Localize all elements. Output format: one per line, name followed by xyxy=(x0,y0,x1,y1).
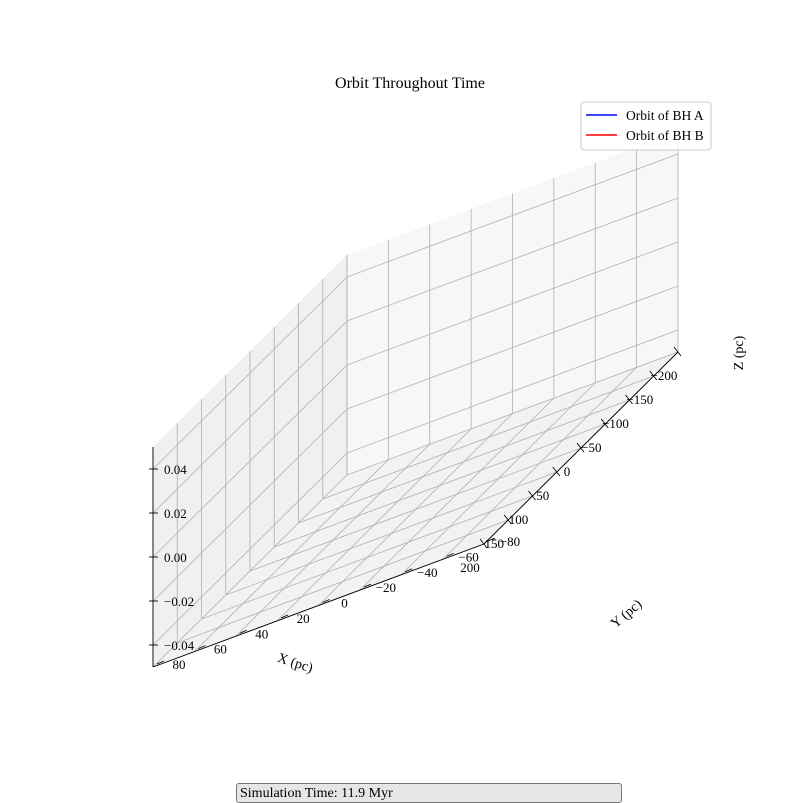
z-tick-label-4: 0.04 xyxy=(164,462,187,477)
x-tick-mark-1 xyxy=(649,370,658,381)
x-tick-label-0: −200 xyxy=(651,368,678,383)
x-tick-mark-6 xyxy=(528,490,536,501)
grid-lines xyxy=(152,132,679,668)
tick-labels: −200−150−100−50050100150200−80−60−40−200… xyxy=(164,368,677,672)
grid-z-left-1 xyxy=(346,285,679,410)
grid-y-floor-2 xyxy=(400,382,596,576)
x-axis-label: X (pc) xyxy=(276,651,315,677)
grid-z-left-2 xyxy=(346,241,679,366)
z-tick-label-0: −0.04 xyxy=(164,638,195,653)
legend-label-bh-b: Orbit of BH B xyxy=(626,128,704,143)
grid-y-floor-6 xyxy=(235,443,431,637)
x-tick-mark-5 xyxy=(552,466,561,477)
x-tick-label-7: 150 xyxy=(485,536,505,551)
z-tick-label-3: 0.02 xyxy=(164,506,187,521)
y-tick-label-5: 20 xyxy=(297,611,310,626)
grid-y-floor-4 xyxy=(318,413,513,606)
x-tick-label-3: −50 xyxy=(581,440,601,455)
y-tick-mark-7 xyxy=(198,645,206,650)
grid-y-floor-7 xyxy=(194,459,389,652)
y-tick-label-2: −40 xyxy=(417,565,437,580)
grid-z-back-2 xyxy=(152,364,348,558)
axes-panes xyxy=(153,132,678,667)
legend: Orbit of BH A Orbit of BH B xyxy=(580,101,712,151)
x-tick-mark-3 xyxy=(600,418,609,429)
grid-y-floor-1 xyxy=(442,367,637,560)
simulation-time-box: Simulation Time: 11.9 Myr xyxy=(236,783,622,803)
legend-label-bh-a: Orbit of BH A xyxy=(626,108,704,123)
y-tick-label-0: −80 xyxy=(500,534,520,549)
grid-z-back-3 xyxy=(152,320,348,514)
x-tick-label-4: 0 xyxy=(564,464,571,479)
y-tick-mark-0 xyxy=(487,537,496,542)
x-tick-mark-7 xyxy=(503,514,512,525)
y-tick-mark-2 xyxy=(405,568,413,573)
grid-y-floor-8 xyxy=(152,474,348,668)
x-tick-mark-8 xyxy=(479,538,488,549)
chart-title: Orbit Throughout Time xyxy=(335,75,485,92)
y-tick-label-8: 80 xyxy=(173,657,186,672)
y-tick-label-6: 40 xyxy=(255,626,268,641)
y-tick-label-4: 0 xyxy=(341,596,348,611)
x-tick-label-8: 200 xyxy=(460,560,480,575)
grid-z-back-0 xyxy=(152,452,348,646)
x-tick-mark-4 xyxy=(576,442,585,453)
grid-y-floor-5 xyxy=(276,428,472,622)
y-tick-mark-5 xyxy=(280,614,289,619)
grid-z-back-1 xyxy=(152,408,348,602)
x-tick-mark-2 xyxy=(625,394,633,405)
x-tick-label-5: 50 xyxy=(536,488,549,503)
y-axis-label: Y (pc) xyxy=(608,597,645,632)
x-tick-label-6: 100 xyxy=(509,512,529,527)
z-tick-label-1: −0.02 xyxy=(164,594,194,609)
x-tick-label-1: −150 xyxy=(626,392,653,407)
grid-z-back-4 xyxy=(152,276,348,470)
legend-frame xyxy=(580,101,712,151)
y-tick-mark-3 xyxy=(363,583,372,588)
z-tick-label-2: 0.00 xyxy=(164,550,187,565)
x-tick-label-2: −100 xyxy=(602,416,629,431)
y-tick-label-1: −60 xyxy=(458,549,478,564)
simulation-time-label: Simulation Time: 11.9 Myr xyxy=(240,786,393,801)
z-axis-label: Z (pc) xyxy=(732,335,747,370)
y-tick-mark-1 xyxy=(446,552,454,557)
y-tick-label-3: −20 xyxy=(376,580,396,595)
y-tick-mark-8 xyxy=(156,660,165,665)
y-tick-mark-6 xyxy=(239,629,247,634)
x-tick-mark-0 xyxy=(673,346,682,357)
y-tick-label-7: 60 xyxy=(214,642,227,657)
y-tick-mark-4 xyxy=(322,599,330,603)
grid-z-left-4 xyxy=(346,153,679,278)
axis-lines xyxy=(149,346,682,668)
grid-y-floor-3 xyxy=(359,397,555,591)
y-axis-line xyxy=(152,543,485,668)
grid-z-left-0 xyxy=(346,329,679,454)
grid-z-left-3 xyxy=(346,197,679,322)
